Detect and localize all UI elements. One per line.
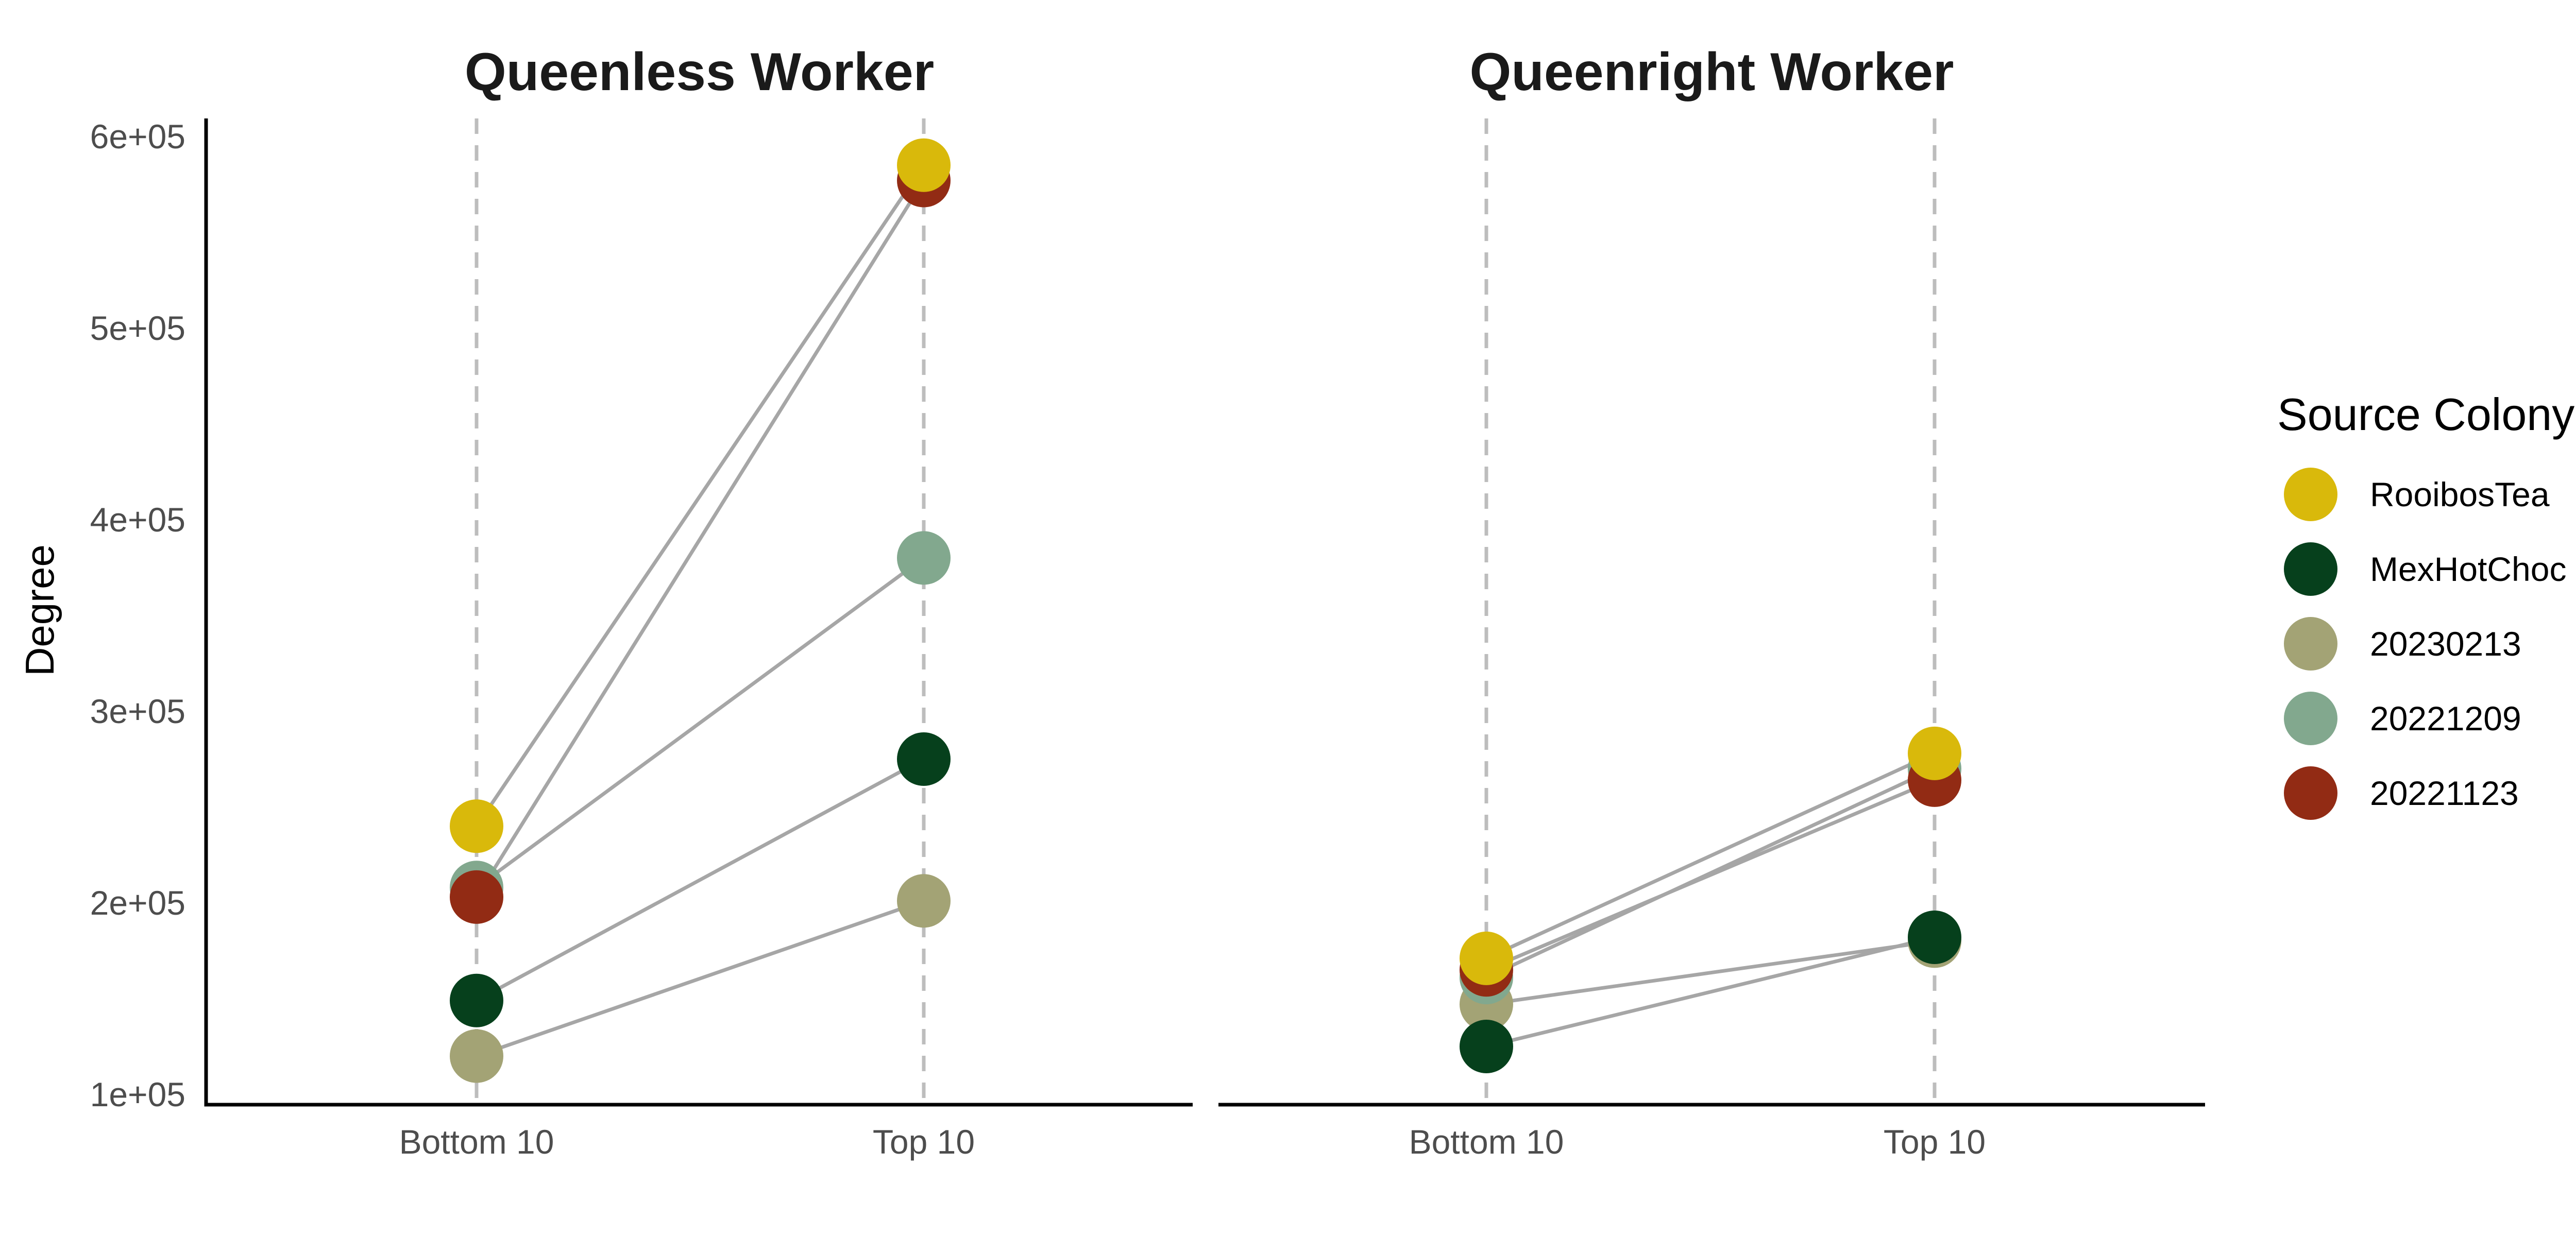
series-line-mexhotchoc (476, 757, 925, 1002)
y-axis-label: Degree (17, 544, 62, 676)
point-20230213-bottom-10 (450, 1029, 503, 1083)
y-tick-label: 2e+05 (90, 884, 185, 922)
legend-swatch (2284, 766, 2337, 820)
point-mexhotchoc-bottom-10 (1460, 1020, 1513, 1073)
panel-queenless-worker: Queenless Worker Bottom 10 Top 10 (204, 42, 1193, 1161)
y-tick-label: 5e+05 (90, 309, 185, 347)
legend-item-mexhotchoc: MexHotChoc (2284, 542, 2566, 596)
panel-queenright-worker: Queenright Worker Bottom 10 Top 10 (1218, 42, 2205, 1161)
point-rooibostea-bottom-10 (1460, 931, 1513, 985)
x-tick-label: Top 10 (873, 1123, 975, 1161)
legend-label: MexHotChoc (2370, 550, 2566, 588)
point-rooibostea-top-10 (1908, 726, 1961, 780)
point-rooibostea-top-10 (897, 138, 951, 192)
y-tick-label: 4e+05 (90, 501, 185, 539)
y-tick-label: 1e+05 (90, 1075, 185, 1113)
legend-swatch (2284, 692, 2337, 745)
legend-item-20230213: 20230213 (2284, 617, 2521, 671)
legend-label: RooibosTea (2370, 475, 2550, 513)
x-tick-label: Bottom 10 (1409, 1123, 1564, 1161)
legend-swatch (2284, 542, 2337, 596)
series-line-20221123 (1485, 778, 1936, 972)
series-lines (475, 164, 925, 1058)
legend-label: 20230213 (2370, 625, 2521, 663)
legend-label: 20221209 (2370, 699, 2521, 737)
legend-swatch (2284, 468, 2337, 521)
point-rooibostea-bottom-10 (450, 799, 503, 853)
point-mexhotchoc-top-10 (1908, 910, 1961, 964)
y-tick-label: 6e+05 (90, 117, 185, 156)
series-points (450, 138, 951, 1083)
legend-label: 20221123 (2370, 774, 2519, 812)
legend-item-20221123: 20221123 (2284, 766, 2519, 820)
point-mexhotchoc-top-10 (897, 732, 951, 786)
series-line-20230213 (1486, 939, 1935, 1006)
point-20221209-top-10 (897, 531, 951, 585)
panel-title: Queenright Worker (1469, 42, 1954, 102)
legend-title: Source Colony (2277, 389, 2574, 440)
series-line-20221209 (475, 556, 925, 889)
panels: 1e+05 2e+05 3e+05 4e+05 5e+05 6e+05 Queenless … (90, 42, 2205, 1161)
legend-swatch (2284, 617, 2337, 671)
y-axis: 1e+05 2e+05 3e+05 4e+05 5e+05 6e+05 (90, 117, 185, 1113)
series-line-rooibostea (1485, 751, 1936, 960)
series-line-20230213 (476, 899, 925, 1058)
panel-title: Queenless Worker (465, 42, 934, 102)
legend-entries: RooibosTea MexHotChoc 20230213 20221209 2022… (2284, 468, 2566, 820)
series-line-rooibostea (475, 164, 925, 828)
series-line-20221123 (475, 179, 925, 898)
legend-item-20221209: 20221209 (2284, 692, 2521, 745)
legend-item-rooibostea: RooibosTea (2284, 468, 2550, 521)
point-mexhotchoc-bottom-10 (450, 973, 503, 1027)
series-line-mexhotchoc (1486, 935, 1935, 1049)
x-tick-label: Top 10 (1884, 1123, 1986, 1161)
series-points (1460, 726, 1961, 1073)
point-20230213-top-10 (897, 874, 951, 928)
y-tick-label: 3e+05 (90, 692, 185, 730)
x-tick-label: Bottom 10 (399, 1123, 554, 1161)
point-20221123-bottom-10 (450, 870, 503, 924)
legend: Source Colony RooibosTea MexHotChoc 202302… (2277, 389, 2574, 820)
series-lines (1485, 751, 1936, 1049)
